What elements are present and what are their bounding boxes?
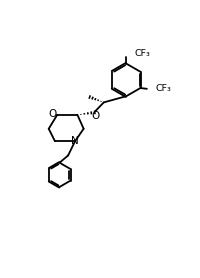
Text: CF₃: CF₃	[155, 84, 170, 93]
Text: CF₃: CF₃	[134, 49, 150, 58]
Text: O: O	[49, 110, 57, 120]
Text: O: O	[91, 111, 99, 121]
Text: N: N	[71, 136, 78, 147]
